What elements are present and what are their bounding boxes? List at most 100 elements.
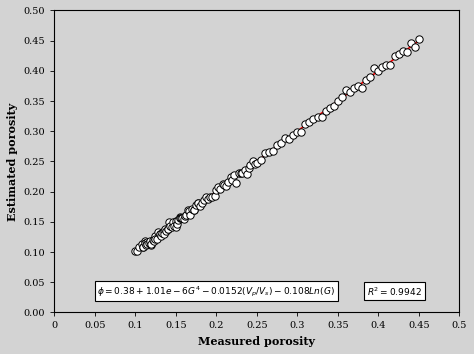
Text: $R^2 = 0.9942$: $R^2 = 0.9942$ [367, 285, 422, 297]
Point [350, 86, 358, 91]
Point [164, 227, 172, 232]
Point [310, 116, 317, 122]
Point [225, 179, 232, 184]
Point [206, 194, 214, 200]
Point [184, 207, 191, 213]
Point [322, 108, 329, 114]
Text: $\phi = 0.38 + 1.01e - 6G^4 - 0.0152(V_p/V_s) - 0.108Ln(G)$: $\phi = 0.38 + 1.01e - 6G^4 - 0.0152(V_p… [97, 284, 335, 298]
Point [142, 242, 149, 248]
Point [157, 233, 165, 239]
Point [238, 170, 246, 176]
Point [156, 231, 164, 236]
Point [146, 238, 154, 244]
Point [227, 174, 235, 180]
Point [219, 182, 227, 187]
Point [201, 197, 208, 203]
Point [241, 167, 248, 173]
Point [235, 170, 243, 176]
Point [160, 228, 167, 234]
Point [395, 51, 402, 57]
Point [277, 140, 285, 146]
Point [161, 226, 169, 232]
Point [190, 207, 197, 212]
Point [399, 48, 406, 54]
Point [273, 142, 281, 148]
Point [188, 206, 196, 212]
Point [407, 40, 415, 46]
Point [178, 215, 186, 221]
Point [176, 214, 183, 220]
Point [209, 194, 216, 200]
Point [237, 171, 244, 176]
Point [178, 215, 185, 221]
Point [330, 103, 337, 109]
Point [141, 240, 149, 246]
Point [139, 244, 147, 250]
Point [144, 239, 151, 245]
Point [379, 64, 386, 70]
Point [204, 196, 212, 202]
Point [160, 231, 167, 236]
Point [346, 89, 354, 95]
Point [131, 248, 139, 254]
Point [230, 172, 238, 177]
Point [170, 223, 178, 229]
Point [387, 62, 394, 68]
Point [245, 165, 253, 171]
Point [298, 129, 305, 135]
Point [192, 202, 200, 208]
Point [164, 226, 172, 232]
Point [383, 62, 390, 68]
Point [290, 132, 297, 138]
Point [251, 161, 259, 167]
Point [152, 233, 159, 239]
Point [147, 241, 155, 247]
Point [133, 249, 141, 254]
Point [334, 99, 342, 104]
Point [144, 241, 151, 247]
Point [415, 36, 423, 42]
Point [363, 77, 370, 83]
Point [222, 183, 230, 189]
Point [233, 180, 240, 186]
Point [220, 182, 228, 188]
Point [306, 119, 313, 124]
Point [301, 122, 309, 127]
Point [162, 228, 170, 233]
Point [257, 157, 264, 162]
Point [196, 203, 204, 209]
Point [354, 83, 362, 89]
Point [166, 223, 174, 229]
Point [149, 237, 157, 243]
Point [147, 242, 155, 247]
Point [342, 88, 350, 93]
Point [246, 162, 254, 168]
Point [214, 184, 222, 190]
Point [172, 218, 180, 224]
Point [285, 136, 293, 142]
Point [165, 219, 173, 225]
Point [153, 236, 161, 242]
Point [141, 238, 149, 244]
Point [186, 208, 193, 213]
Point [154, 229, 162, 234]
Point [265, 149, 273, 154]
Point [186, 212, 194, 218]
Y-axis label: Estimated porosity: Estimated porosity [7, 102, 18, 221]
Point [217, 186, 224, 192]
Point [253, 161, 261, 166]
Point [391, 53, 398, 59]
Point [358, 85, 366, 90]
Point [338, 94, 346, 100]
X-axis label: Measured porosity: Measured porosity [198, 336, 315, 347]
Point [198, 200, 205, 206]
Point [403, 49, 410, 55]
Point [136, 245, 143, 250]
Point [168, 224, 175, 230]
Point [314, 114, 321, 120]
Point [212, 187, 220, 193]
Point [182, 212, 190, 218]
Point [269, 148, 277, 154]
Point [326, 105, 334, 111]
Point [176, 216, 183, 221]
